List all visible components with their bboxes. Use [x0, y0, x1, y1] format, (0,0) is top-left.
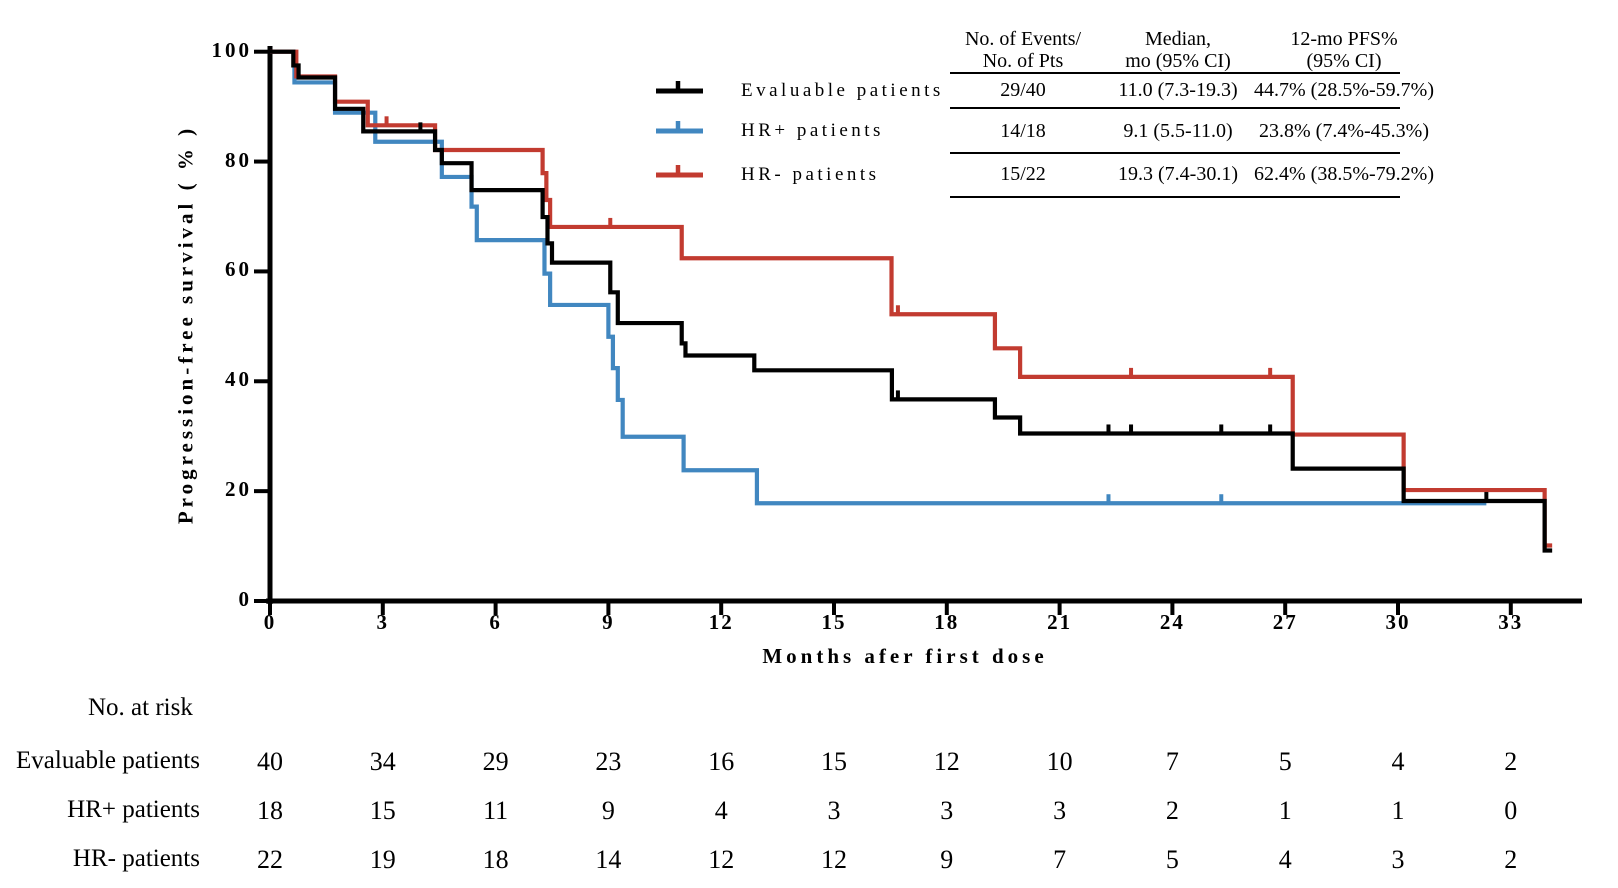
stats-header-median: Median, mo (95% CI) — [1125, 28, 1231, 72]
risk-count: 4 — [1391, 747, 1405, 776]
risk-count: 9 — [601, 796, 615, 825]
risk-count: 40 — [257, 747, 283, 776]
legend-label-hr-plus: HR+ patients — [741, 120, 884, 141]
x-tick-label: 0 — [263, 610, 277, 634]
risk-count: 18 — [482, 845, 509, 874]
stats-rule — [950, 152, 1400, 154]
stats-median-hr-plus: 9.1 (5.5-11.0) — [1123, 120, 1233, 142]
risk-count: 4 — [714, 796, 728, 825]
stats-events-hr-minus: 15/22 — [1000, 163, 1046, 185]
y-tick-label: 60 — [225, 257, 252, 282]
risk-count: 7 — [1165, 747, 1179, 776]
stats-median-hr-minus: 19.3 (7.4-30.1) — [1118, 163, 1238, 185]
stats-pfs-hr-plus: 23.8% (7.4%-45.3%) — [1259, 120, 1429, 142]
stats-header-events: No. of Events/ No. of Pts — [964, 28, 1082, 72]
x-tick-label: 27 — [1272, 610, 1298, 634]
risk-count: 3 — [940, 796, 954, 825]
risk-count: 14 — [595, 845, 622, 874]
x-tick-label: 12 — [708, 610, 734, 634]
risk-table-title: No. at risk — [88, 694, 193, 721]
x-tick-label: 33 — [1498, 610, 1524, 634]
stats-rule — [950, 107, 1400, 109]
stats-median-evaluable: 11.0 (7.3-19.3) — [1118, 79, 1238, 101]
risk-count: 19 — [369, 845, 396, 874]
km-curve-hr-patients — [270, 49, 1553, 548]
y-tick-label: 100 — [211, 37, 252, 62]
risk-count: 16 — [708, 747, 735, 776]
risk-count: 18 — [257, 796, 283, 825]
x-tick-label: 6 — [489, 610, 502, 634]
y-tick-label: 40 — [225, 367, 252, 392]
x-tick-label: 24 — [1159, 610, 1185, 634]
km-curve-evaluable-patients — [270, 49, 1553, 553]
x-tick-label: 30 — [1385, 610, 1411, 634]
risk-count: 12 — [708, 845, 735, 874]
risk-row-label-hr-minus: HR- patients — [72, 845, 200, 872]
risk-count: 2 — [1504, 747, 1518, 776]
y-tick-label: 80 — [225, 147, 252, 172]
x-tick-label: 21 — [1047, 610, 1073, 634]
stats-rule — [950, 72, 1400, 74]
risk-count: 15 — [369, 796, 396, 825]
risk-count: 5 — [1165, 845, 1179, 874]
risk-count: 22 — [257, 845, 283, 874]
risk-count: 2 — [1504, 845, 1518, 874]
risk-count: 9 — [940, 845, 954, 874]
risk-count: 1 — [1391, 796, 1405, 825]
x-tick-label: 18 — [934, 610, 960, 634]
y-axis-title: Progression-free survival ( % ) — [173, 124, 198, 525]
risk-count: 5 — [1278, 747, 1292, 776]
risk-count: 15 — [821, 747, 847, 776]
x-tick-label: 15 — [821, 610, 847, 634]
risk-count: 3 — [1053, 796, 1067, 825]
y-tick-label: 20 — [225, 477, 252, 502]
x-axis-title: Months afer first dose — [762, 644, 1048, 668]
risk-count: 10 — [1046, 747, 1073, 776]
risk-count: 3 — [827, 796, 841, 825]
risk-count: 0 — [1504, 796, 1518, 825]
stats-rule — [950, 196, 1400, 198]
risk-count: 12 — [933, 747, 960, 776]
risk-count: 29 — [482, 747, 509, 776]
risk-count: 11 — [483, 796, 509, 825]
risk-count: 7 — [1053, 845, 1067, 874]
stats-pfs-hr-minus: 62.4% (38.5%-79.2%) — [1254, 163, 1434, 185]
risk-count: 1 — [1278, 796, 1292, 825]
risk-count: 12 — [821, 845, 847, 874]
stats-pfs-evaluable: 44.7% (28.5%-59.7%) — [1254, 79, 1434, 101]
x-tick-label: 9 — [602, 610, 615, 634]
x-tick-label: 3 — [376, 610, 390, 634]
risk-count: 4 — [1278, 845, 1292, 874]
stats-events-hr-plus: 14/18 — [1000, 120, 1046, 142]
risk-count: 23 — [595, 747, 622, 776]
stats-header-pfs: 12-mo PFS% (95% CI) — [1290, 28, 1398, 72]
risk-count: 34 — [369, 747, 396, 776]
legend-label-hr-minus: HR- patients — [741, 164, 880, 185]
y-tick-label: 0 — [238, 587, 252, 611]
legend-label-evaluable: Evaluable patients — [741, 80, 944, 101]
risk-row-label-hr-plus: HR+ patients — [67, 796, 200, 823]
risk-count: 3 — [1391, 845, 1405, 874]
stats-events-evaluable: 29/40 — [1000, 79, 1046, 101]
risk-row-label-evaluable: Evaluable patients — [16, 747, 200, 774]
risk-count: 2 — [1165, 796, 1179, 825]
